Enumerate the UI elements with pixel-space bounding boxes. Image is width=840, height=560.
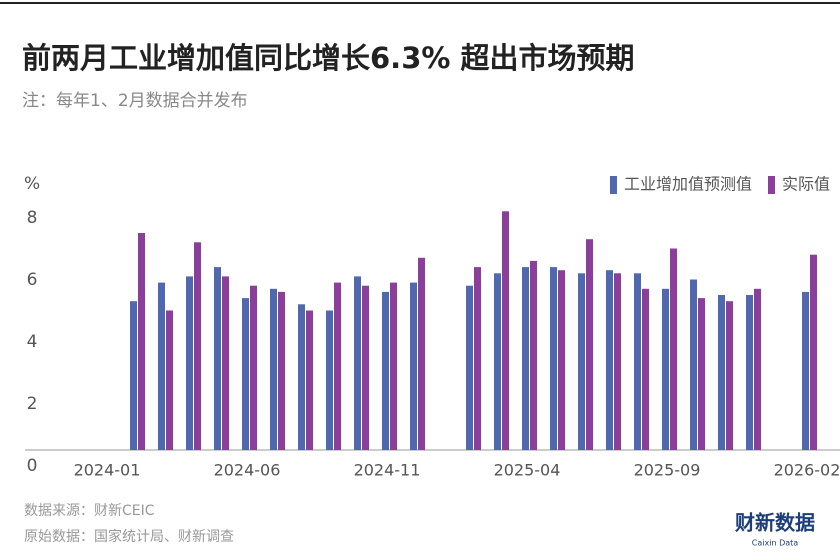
y-tick-label: 0	[27, 456, 38, 476]
bar	[662, 288, 669, 450]
bar	[726, 301, 733, 450]
y-unit: %	[24, 174, 40, 194]
bar	[214, 267, 221, 450]
bar	[354, 276, 361, 450]
bar	[522, 267, 529, 450]
bar	[390, 282, 397, 450]
bar	[186, 276, 193, 450]
bar	[222, 276, 229, 450]
bar	[278, 291, 285, 450]
bar	[410, 282, 417, 450]
x-tick-label: 2025-04	[494, 461, 561, 480]
bar	[802, 291, 809, 450]
bar	[166, 310, 173, 450]
raw-source: 原始数据：国家统计局、财新调查	[24, 528, 234, 545]
bar	[718, 295, 725, 450]
bar	[502, 211, 509, 450]
bar	[298, 304, 305, 450]
bar	[270, 288, 277, 450]
x-tick-label: 2024-06	[214, 461, 281, 480]
logo-sub: Caixin Data	[752, 539, 798, 548]
bar	[670, 248, 677, 450]
y-tick-label: 2	[27, 394, 38, 414]
chart-title: 前两月工业增加值同比增长6.3% 超出市场预期	[22, 41, 635, 75]
bar	[138, 233, 145, 450]
bar	[634, 273, 641, 450]
bar	[578, 273, 585, 450]
bar	[586, 239, 593, 450]
bar	[614, 273, 621, 450]
bar	[250, 285, 257, 450]
x-tick-label: 2025-09	[634, 461, 701, 480]
legend-swatch	[767, 176, 775, 194]
bar	[642, 288, 649, 450]
y-tick-label: 6	[27, 270, 38, 290]
bar	[382, 291, 389, 450]
y-tick-label: 4	[27, 332, 38, 352]
logo: 财新数据	[735, 511, 815, 535]
bar	[362, 285, 369, 450]
x-tick-label: 2024-11	[354, 461, 421, 480]
bar	[754, 288, 761, 450]
bar	[306, 310, 313, 450]
subtitle: 注：每年1、2月数据合并发布	[22, 91, 248, 111]
bar	[530, 260, 537, 450]
legend-swatch	[609, 176, 617, 194]
bar	[194, 242, 201, 450]
bar	[334, 282, 341, 450]
x-tick-label: 2024-01	[74, 461, 141, 480]
bar	[242, 298, 249, 450]
bar	[698, 298, 705, 450]
bar	[466, 285, 473, 450]
bar	[494, 273, 501, 450]
y-tick-label: 8	[27, 208, 38, 228]
bar	[130, 301, 137, 450]
bar	[550, 267, 557, 450]
bar	[690, 279, 697, 450]
bar	[746, 295, 753, 450]
bar	[418, 257, 425, 450]
bar	[606, 270, 613, 450]
bar	[158, 282, 165, 450]
legend-label: 实际值	[782, 175, 830, 194]
bar	[474, 267, 481, 450]
source: 数据来源：财新CEIC	[24, 503, 155, 519]
bar	[326, 310, 333, 450]
x-tick-label: 2026-02	[774, 461, 840, 480]
bar	[810, 254, 817, 450]
bar	[558, 270, 565, 450]
legend-label: 工业增加值预测值	[624, 175, 752, 194]
